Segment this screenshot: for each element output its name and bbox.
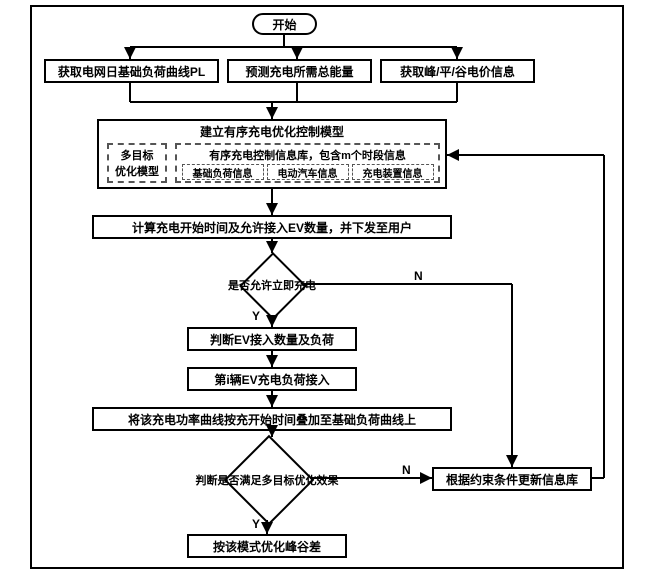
model-sub1: 基础负荷信息 <box>182 164 264 180</box>
model-sub3: 充电装置信息 <box>352 164 434 180</box>
model-mid-top: 有序充电控制信息库，包含m个时段信息 <box>179 147 436 163</box>
box-top-left: 获取电网日基础负荷曲线PL <box>44 59 219 83</box>
label-y2: Y <box>252 517 260 531</box>
model-left-l1: 多目标 <box>111 147 163 163</box>
model-left-dash: 多目标 优化模型 <box>107 143 167 183</box>
label-n1: N <box>414 269 423 283</box>
model-sub2: 电动汽车信息 <box>267 164 349 180</box>
outer-frame: 开始 获取电网日基础负荷曲线PL 预测充电所需总能量 获取峰/平/谷电价信息 建… <box>30 5 624 569</box>
update-box: 根据约束条件更新信息库 <box>432 467 592 491</box>
step-calc: 计算充电开始时间及允许接入EV数量，并下发至用户 <box>92 215 452 239</box>
dec1-shape <box>239 252 307 320</box>
label-y1: Y <box>252 309 260 323</box>
model-box: 建立有序充电优化控制模型 多目标 优化模型 有序充电控制信息库，包含m个时段信息… <box>97 119 447 189</box>
label-n2: N <box>402 463 411 477</box>
start-node: 开始 <box>252 13 317 35</box>
step-i: 第i辆EV充电负荷接入 <box>187 367 357 391</box>
step-final: 按该模式优化峰谷差 <box>187 534 347 558</box>
dec2-shape <box>224 435 315 526</box>
box-top-right: 获取峰/平/谷电价信息 <box>380 59 535 83</box>
model-right-dash: 有序充电控制信息库，包含m个时段信息 基础负荷信息 电动汽车信息 充电装置信息 <box>175 143 440 183</box>
model-title: 建立有序充电优化控制模型 <box>103 123 441 140</box>
model-left-l2: 优化模型 <box>111 163 163 179</box>
step-judge: 判断EV接入数量及负荷 <box>187 327 357 351</box>
step-curve: 将该充电功率曲线按充开始时间叠加至基础负荷曲线上 <box>92 407 452 431</box>
box-top-mid: 预测充电所需总能量 <box>227 59 372 83</box>
